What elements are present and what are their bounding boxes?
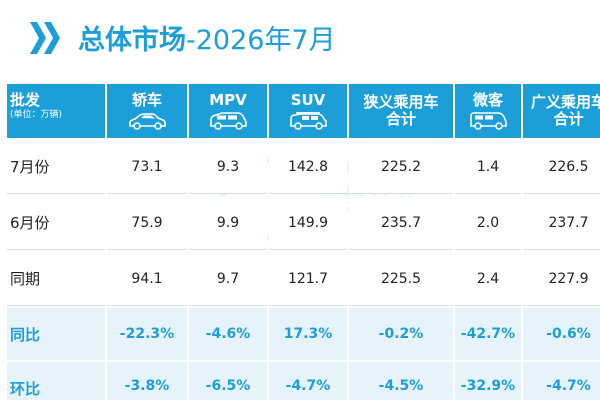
table-cell: 94.1 (107, 252, 187, 306)
chevron-right-icon (30, 22, 46, 54)
pct-cell: -4.7% (523, 362, 600, 400)
page-title-main: 总体市场 (78, 25, 186, 56)
unit-label: (单位：万辆) (10, 110, 63, 120)
row-label: 同期 (7, 252, 105, 306)
table-cell: 9.7 (189, 252, 267, 306)
table-cell: 225.2 (349, 140, 453, 194)
table-cell: 142.8 (269, 140, 347, 194)
col-header-narrow-total: 狭义乘用车 合计 (349, 84, 453, 138)
table-cell: 226.5 (523, 140, 600, 194)
row-label: 7月份 (7, 140, 105, 194)
pct-cell: -42.7% (455, 308, 521, 360)
table-cell: 237.7 (523, 196, 600, 250)
col-header-broad-total: 广义乘用车 合计 (523, 84, 600, 138)
pct-cell: 17.3% (269, 308, 347, 360)
pct-cell: -32.9% (455, 362, 521, 400)
row-label: 6月份 (7, 196, 105, 250)
row-label: 环比 (7, 362, 105, 400)
mpv-icon (210, 111, 247, 130)
col-header-mpv: MPV (189, 84, 267, 138)
suv-icon (290, 111, 327, 130)
corner-cell: 批发 (单位：万辆) (7, 84, 105, 138)
title-bar: 总体市场-2026年7月 (0, 0, 600, 78)
table-cell: 2.4 (455, 252, 521, 306)
mom-row: 环比 -3.8% -6.5% -4.7% -4.5% -32.9% -4.7% (7, 362, 600, 400)
pct-cell: -0.2% (349, 308, 453, 360)
table-cell: 149.9 (269, 196, 347, 250)
table-cell: 235.7 (349, 196, 453, 250)
table-cell: 9.3 (189, 140, 267, 194)
yoy-row: 同比 -22.3% -4.6% 17.3% -0.2% -42.7% -0.6% (7, 308, 600, 360)
table-cell: 225.5 (349, 252, 453, 306)
market-table: 批发 (单位：万辆) 轿车 MPV SUV (5, 82, 600, 400)
pct-cell: -6.5% (189, 362, 267, 400)
table-cell: 121.7 (269, 252, 347, 306)
corner-label: 批发 (10, 91, 41, 109)
pct-cell: -22.3% (107, 308, 187, 360)
col-header-sedan: 轿车 (107, 84, 187, 138)
table-cell: 9.9 (189, 196, 267, 250)
col-header-suv: SUV (269, 84, 347, 138)
table-cell: 227.9 (523, 252, 600, 306)
page-title-sub: -2026年7月 (186, 25, 336, 56)
pct-cell: -4.6% (189, 308, 267, 360)
van-icon (470, 111, 507, 130)
pct-cell: -0.6% (523, 308, 600, 360)
row-label: 同比 (7, 308, 105, 360)
pct-cell: -3.8% (107, 362, 187, 400)
pct-cell: -4.5% (349, 362, 453, 400)
table-cell: 75.9 (107, 196, 187, 250)
table-row: 同期 94.1 9.7 121.7 225.5 2.4 227.9 (7, 252, 600, 306)
table-cell: 2.0 (455, 196, 521, 250)
table-cell: 73.1 (107, 140, 187, 194)
sedan-icon (129, 112, 166, 130)
table-cell: 1.4 (455, 140, 521, 194)
header-row: 批发 (单位：万辆) 轿车 MPV SUV (7, 84, 600, 138)
col-header-minivan: 微客 (455, 84, 521, 138)
table-row: 6月份 75.9 9.9 149.9 235.7 2.0 237.7 (7, 196, 600, 250)
chevron-right-icon (44, 22, 60, 54)
table-row: 7月份 73.1 9.3 142.8 225.2 1.4 226.5 (7, 140, 600, 194)
page-title: 总体市场-2026年7月 (78, 18, 336, 57)
pct-cell: -4.7% (269, 362, 347, 400)
